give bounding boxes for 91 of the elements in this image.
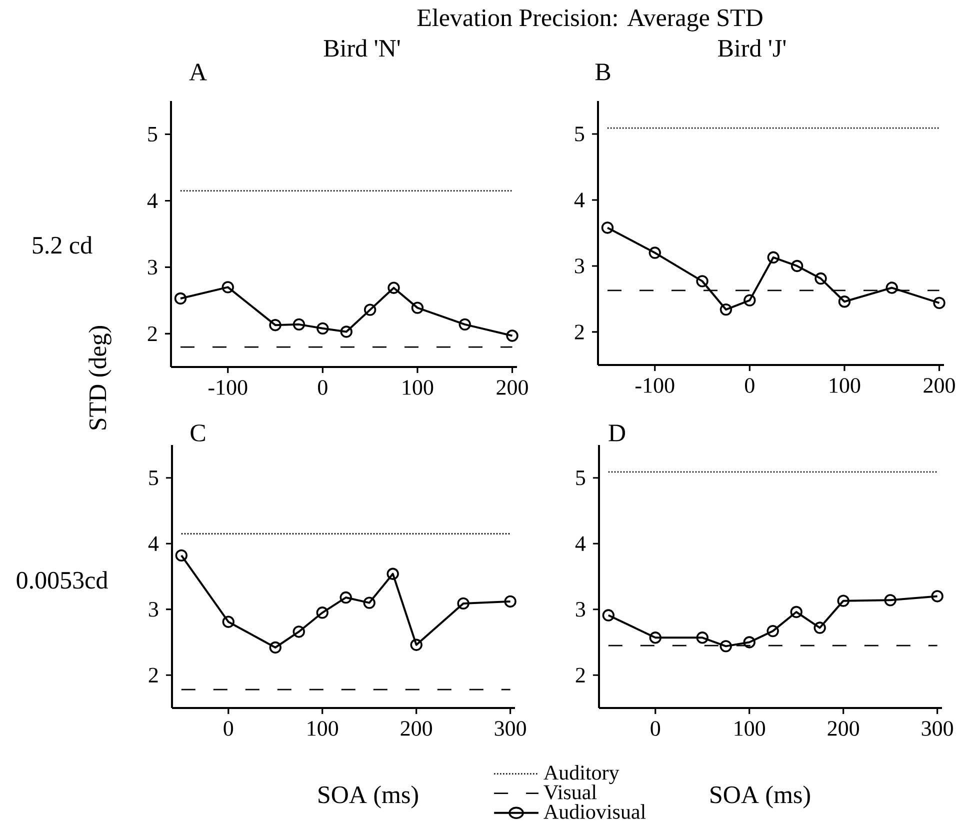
chart-title: Bird 'J' — [718, 39, 786, 57]
y-tick-label: 5 — [576, 470, 586, 486]
text: D — [608, 424, 626, 442]
point — [174, 292, 187, 305]
point — [720, 640, 732, 652]
point — [292, 318, 306, 331]
x-tick-label: 100 — [734, 721, 766, 736]
point — [386, 568, 399, 580]
x-tick-label: 300 — [922, 721, 953, 736]
y-tick-label: 3 — [576, 602, 586, 617]
point — [649, 632, 662, 644]
y-tick-label: 3 — [149, 602, 158, 617]
y-tick-label: 4 — [575, 536, 586, 551]
chart-title: Bird 'N' — [324, 39, 400, 57]
point — [222, 616, 234, 628]
point — [458, 318, 471, 331]
point — [744, 294, 756, 306]
y-tick-label: 4 — [148, 536, 159, 551]
point — [837, 594, 850, 607]
point — [175, 549, 188, 562]
x-axis-title: SOA (ms) — [318, 786, 418, 808]
point — [814, 272, 827, 285]
point — [269, 318, 282, 332]
point — [411, 302, 424, 314]
point — [504, 595, 516, 608]
y-tick-label: 2 — [574, 324, 584, 340]
y-axis-title: STD (deg) — [88, 326, 112, 430]
point — [316, 322, 329, 335]
point — [648, 246, 661, 259]
text: 5.2 cd — [32, 236, 92, 254]
point — [388, 282, 400, 294]
text: Elevation Precision: Average STD — [417, 8, 762, 32]
point — [340, 591, 352, 604]
point — [743, 636, 756, 648]
point — [363, 596, 376, 609]
x-tick-label: 0 — [650, 721, 660, 736]
point — [767, 251, 780, 264]
point — [838, 296, 851, 308]
point — [364, 304, 376, 316]
x-tick-label: 100 — [830, 378, 860, 393]
x-tick-label: 0 — [224, 721, 234, 736]
point — [720, 303, 732, 316]
point — [506, 330, 518, 342]
legend-label: Audiovisual — [544, 804, 646, 819]
x-tick-label: -100 — [636, 378, 674, 393]
x-tick-label: 200 — [400, 721, 432, 736]
point — [602, 609, 614, 622]
point — [933, 296, 946, 310]
x-tick-label: 200 — [828, 721, 859, 736]
point — [292, 626, 305, 638]
point — [457, 597, 470, 610]
x-tick-label: -100 — [208, 380, 248, 395]
x-tick-label: 200 — [924, 378, 955, 393]
point — [884, 594, 896, 606]
x-tick-label: 0 — [318, 380, 328, 395]
legend-label: Visual — [544, 784, 597, 800]
y-tick-label: 3 — [148, 260, 158, 275]
y-tick-label: 5 — [148, 126, 158, 142]
text: A — [189, 64, 207, 80]
x-tick-label: 300 — [494, 721, 526, 736]
x-tick-label: 100 — [402, 380, 434, 395]
y-tick-label: 4 — [147, 194, 158, 208]
point — [790, 260, 804, 272]
y-tick-label: 5 — [575, 126, 584, 142]
x-tick-label: 100 — [308, 721, 338, 736]
point — [222, 281, 234, 294]
point — [410, 638, 422, 651]
point — [269, 641, 282, 654]
point — [316, 606, 328, 619]
point — [766, 624, 779, 638]
y-tick-label: 3 — [575, 258, 584, 274]
legend-label: Auditory — [544, 765, 620, 784]
point — [696, 632, 708, 644]
point — [814, 622, 826, 634]
y-tick-label: 4 — [574, 192, 585, 208]
point — [931, 590, 944, 602]
y-tick-label: 2 — [148, 668, 158, 682]
text: C — [190, 424, 205, 442]
point — [696, 275, 708, 288]
point — [886, 282, 898, 294]
text: B — [595, 64, 610, 80]
point — [790, 606, 802, 618]
point — [340, 326, 352, 338]
y-tick-label: 2 — [576, 668, 585, 682]
y-tick-label: 5 — [149, 470, 158, 486]
point — [601, 222, 614, 234]
y-tick-label: 2 — [148, 326, 157, 342]
text: 0.0053cd — [16, 571, 108, 589]
x-tick-label: 0 — [745, 378, 754, 393]
x-tick-label: 200 — [496, 380, 528, 395]
x-axis-title: SOA (ms) — [710, 786, 810, 808]
